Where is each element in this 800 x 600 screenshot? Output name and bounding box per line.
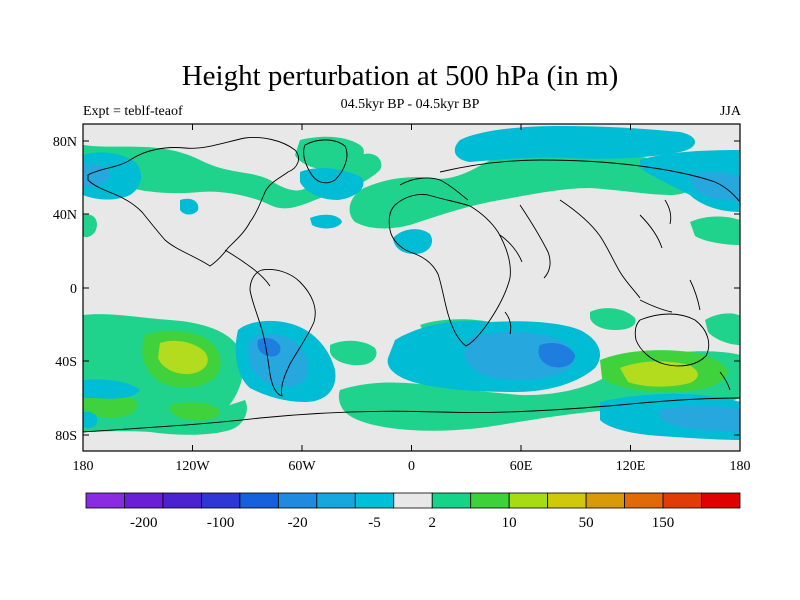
colorbar-label: 50 bbox=[579, 515, 594, 531]
negative-strong-regions bbox=[83, 164, 740, 432]
colorbar-swatch bbox=[431, 492, 472, 509]
colorbar-swatch bbox=[162, 492, 202, 509]
colorbar-swatch bbox=[547, 492, 587, 509]
figure-subtitle: 04.5kyr BP - 04.5kyr BP bbox=[340, 97, 480, 112]
latitude-ticks: 80N 40N 0 40S 80S bbox=[53, 135, 740, 444]
season-label: JJA bbox=[719, 104, 741, 119]
longitude-ticks: 180 120W 60W 0 60E 120E 180 bbox=[73, 124, 751, 474]
positive-strong-regions bbox=[83, 330, 728, 421]
lon-tick-label: 120E bbox=[616, 459, 646, 474]
lat-tick-label: 80S bbox=[55, 429, 77, 444]
coastlines bbox=[83, 137, 740, 433]
lon-tick-label: 180 bbox=[730, 459, 751, 474]
colorbar-swatch bbox=[393, 492, 433, 509]
lon-tick-label: 0 bbox=[408, 459, 415, 474]
colorbar-swatch bbox=[662, 492, 702, 509]
colorbar-swatch bbox=[470, 492, 510, 509]
contour-fields bbox=[83, 126, 740, 440]
colorbar-swatch bbox=[624, 492, 664, 509]
lat-tick-label: 0 bbox=[70, 282, 77, 297]
lat-tick-label: 80N bbox=[53, 135, 77, 150]
colorbar-label: -20 bbox=[288, 515, 308, 531]
colorbar-label: -5 bbox=[368, 515, 381, 531]
experiment-label: Expt = teblf-teaof bbox=[83, 104, 183, 119]
colorbar-swatch bbox=[508, 492, 549, 509]
lat-tick-label: 40N bbox=[53, 208, 77, 223]
lon-tick-label: 60E bbox=[510, 459, 533, 474]
colorbar-swatch bbox=[277, 492, 318, 509]
colorbar-label: 2 bbox=[428, 515, 436, 531]
colorbar-label: 10 bbox=[502, 515, 517, 531]
colorbar-swatch bbox=[585, 492, 625, 509]
lat-tick-label: 40S bbox=[55, 355, 77, 370]
colorbar-label: -100 bbox=[207, 515, 235, 531]
colorbar-swatch bbox=[354, 492, 395, 509]
colorbar-label: -200 bbox=[130, 515, 158, 531]
colorbar bbox=[85, 492, 741, 509]
lon-tick-label: 60W bbox=[288, 459, 316, 474]
colorbar-swatch bbox=[201, 492, 241, 509]
colorbar-swatch bbox=[316, 492, 356, 509]
colorbar-swatch bbox=[124, 492, 164, 509]
figure-title: Height perturbation at 500 hPa (in m) bbox=[181, 60, 619, 92]
lon-tick-label: 180 bbox=[73, 459, 94, 474]
colorbar-labels: -200 -100 -20 -5 2 10 50 150 bbox=[130, 515, 674, 531]
colorbar-swatch bbox=[239, 492, 279, 509]
colorbar-swatch bbox=[85, 492, 125, 509]
colorbar-label: 150 bbox=[652, 515, 675, 531]
lon-tick-label: 120W bbox=[175, 459, 210, 474]
colorbar-swatch bbox=[701, 492, 741, 509]
